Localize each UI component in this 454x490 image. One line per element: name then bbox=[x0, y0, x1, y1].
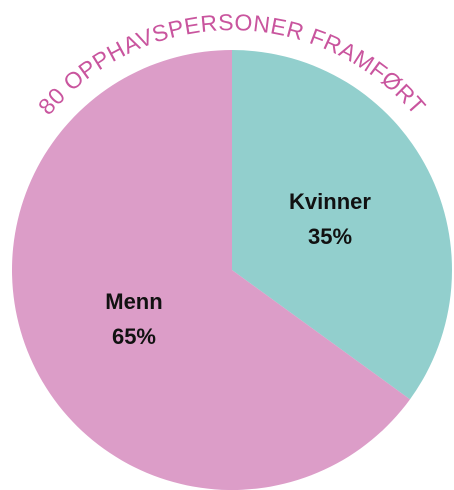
slice-label: Kvinner bbox=[289, 189, 371, 214]
pie bbox=[12, 50, 452, 490]
slice-value-label: 35% bbox=[308, 224, 352, 249]
pie-slice bbox=[232, 50, 452, 400]
pie-slice bbox=[12, 50, 410, 490]
slice-label: Menn bbox=[105, 289, 162, 314]
slice-value-label: 65% bbox=[112, 324, 156, 349]
